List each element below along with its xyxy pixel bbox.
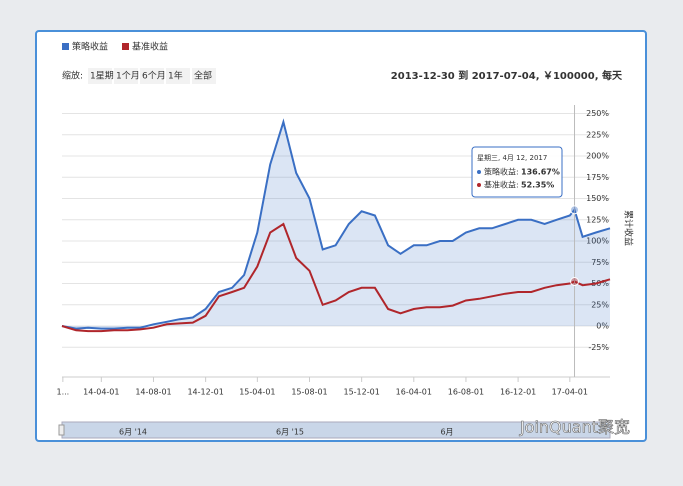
x-tick-label: 15-04-01 xyxy=(239,388,275,397)
x-tick-label: 16-04-01 xyxy=(396,388,432,397)
zoom-button[interactable]: 6个月 xyxy=(142,71,166,82)
zoom-button-bg xyxy=(166,68,190,84)
x-tick-label: 15-08-01 xyxy=(291,388,327,397)
tooltip xyxy=(471,146,563,198)
line xyxy=(61,222,611,333)
x-tick-label: 16-08-01 xyxy=(448,388,484,397)
zoom-label: 缩放: xyxy=(62,70,83,82)
y-tick-label: 175% xyxy=(586,173,609,182)
legend-swatch xyxy=(62,43,69,50)
x-tick-label: 1... xyxy=(56,388,69,397)
line xyxy=(61,118,611,330)
zoom-button[interactable]: 1年 xyxy=(168,70,183,82)
legend-label: 策略收益 xyxy=(72,41,108,53)
x-tick-label: 16-12-01 xyxy=(500,388,536,397)
range-text: 2013-12-30 到 2017-07-04, ￥100000, 每天 xyxy=(391,69,623,82)
legend-swatch xyxy=(122,43,129,50)
zoom-button-bg xyxy=(140,68,164,84)
y-axis-title: 累计收益 xyxy=(623,210,635,246)
y-tick-label: 0% xyxy=(596,322,609,331)
zoom-button-bg xyxy=(114,68,138,84)
y-tick-label: 50% xyxy=(591,279,609,288)
y-tick-label: 100% xyxy=(586,237,609,246)
zoom-button[interactable]: 全部 xyxy=(194,70,212,82)
zoom-button-bg xyxy=(192,68,216,84)
navigator-label: 6月 xyxy=(440,428,453,437)
tooltip-dot xyxy=(477,183,481,187)
x-tick-label: 17-04-01 xyxy=(552,388,588,397)
y-tick-label: -25% xyxy=(588,343,609,352)
y-tick-label: 250% xyxy=(586,109,609,118)
x-tick-label: 14-04-01 xyxy=(83,388,119,397)
tooltip-dot xyxy=(477,170,481,174)
tooltip-name: 策略收益: xyxy=(484,167,519,177)
zoom-button-bg xyxy=(88,68,112,84)
tooltip-value: 52.35% xyxy=(521,181,554,190)
x-tick-label: 15-12-01 xyxy=(343,388,379,397)
marker xyxy=(570,277,580,287)
area xyxy=(62,122,610,329)
marker xyxy=(570,205,580,215)
x-tick-label: 14-08-01 xyxy=(135,388,171,397)
y-tick-label: 25% xyxy=(591,300,609,309)
y-tick-label: 200% xyxy=(586,152,609,161)
y-tick-label: 225% xyxy=(586,130,609,139)
y-tick-label: 75% xyxy=(591,258,609,267)
y-tick-label: 150% xyxy=(586,194,609,203)
tooltip-value: 136.67% xyxy=(521,168,560,177)
navigator-label: 6月 '15 xyxy=(276,428,304,437)
navigator-handle[interactable] xyxy=(58,424,65,436)
legend-label: 基准收益 xyxy=(132,41,168,53)
zoom-button[interactable]: 1星期 xyxy=(90,71,114,82)
navigator-label: 6月 '14 xyxy=(119,428,147,437)
watermark: JoinQuant聚宽 xyxy=(519,418,630,437)
x-tick-label: 14-12-01 xyxy=(187,388,223,397)
y-tick-label: 125% xyxy=(586,215,609,224)
tooltip-title: 星期三, 4月 12, 2017 xyxy=(477,154,547,162)
tooltip-name: 基准收益: xyxy=(484,180,519,190)
zoom-button[interactable]: 1个月 xyxy=(116,71,140,82)
